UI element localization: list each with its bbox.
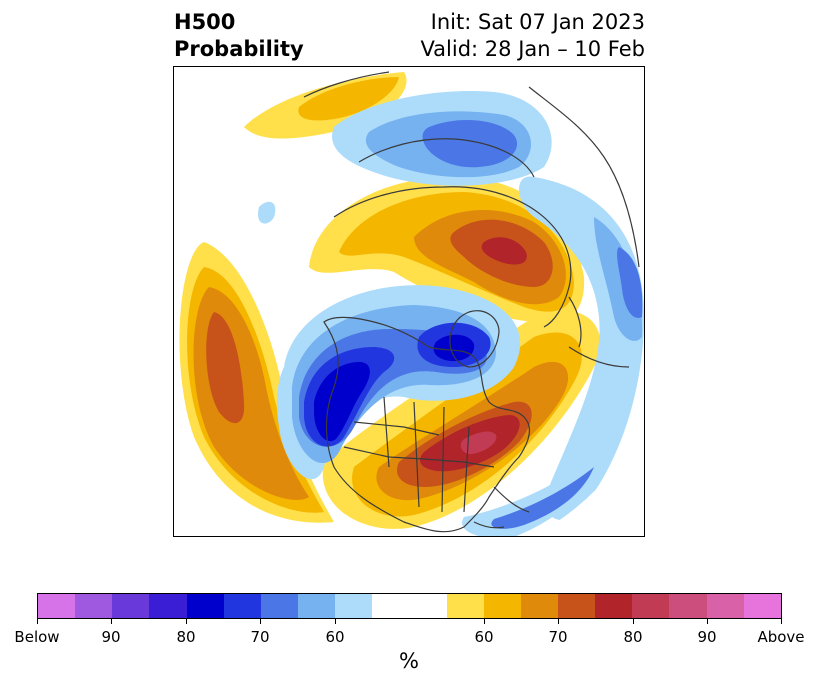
- colorbar-cell: [149, 594, 187, 618]
- tick-label-below: Below: [14, 628, 60, 646]
- colorbar-cell: [669, 594, 707, 618]
- tick-mark: [335, 619, 336, 624]
- coastlines-layer: [303, 71, 640, 533]
- valid-period: Valid: 28 Jan – 10 Feb: [420, 37, 645, 61]
- init-date: Init: Sat 07 Jan 2023: [430, 10, 645, 34]
- colorbar-cell: [297, 594, 336, 618]
- title-right: Init: Sat 07 Jan 2023 Valid: 28 Jan – 10…: [420, 9, 645, 63]
- colorbar: [37, 593, 782, 619]
- title-left: H500 Probability: [174, 9, 304, 63]
- probability-map: [179, 71, 644, 536]
- map-panel: [173, 66, 645, 537]
- colorbar-cell: [112, 594, 150, 618]
- title-product: Probability: [174, 37, 304, 61]
- tick-mark: [781, 619, 782, 624]
- shade-below-alaska-80: [314, 362, 370, 442]
- tick-mark: [37, 619, 38, 624]
- colorbar-cell: [446, 594, 484, 618]
- tick-label-below-70: 70: [250, 628, 270, 646]
- tick-label-above-80: 80: [623, 628, 643, 646]
- colorbar-cell: [632, 594, 670, 618]
- tick-mark: [558, 619, 559, 624]
- colorbar-cell: [38, 594, 76, 618]
- shade-below-gulf-65: [491, 467, 594, 529]
- tick-mark: [186, 619, 187, 624]
- tick-label-below-60: 60: [325, 628, 345, 646]
- shade-below-arctic-80: [433, 334, 475, 362]
- shade-below-atlantic-70: [617, 247, 643, 318]
- tick-label-above-60: 60: [474, 628, 494, 646]
- colorbar-cell: [260, 594, 298, 618]
- shade-below-siberia-70: [422, 120, 518, 168]
- colorbar-cell: [335, 594, 373, 618]
- tick-label-below-80: 80: [176, 628, 196, 646]
- colorbar-cell: [223, 594, 261, 618]
- tick-mark: [111, 619, 112, 624]
- title-variable: H500: [174, 10, 236, 34]
- tick-label-above: Above: [757, 628, 805, 646]
- tick-mark: [484, 619, 485, 624]
- colorbar-cell: [520, 594, 558, 618]
- tick-mark: [260, 619, 261, 624]
- colorbar-cell: [743, 594, 781, 618]
- colorbar-cell: [557, 594, 596, 618]
- shade-below-gulf-60: [462, 447, 604, 536]
- shade-above-europe-80: [481, 237, 527, 265]
- shade-below-pacific-small: [257, 201, 276, 224]
- colorbar-cell: [706, 594, 744, 618]
- colorbar-unit-label: %: [399, 649, 419, 673]
- colorbar-cell: [186, 594, 224, 618]
- tick-mark: [707, 619, 708, 624]
- colorbar-cell: [372, 594, 447, 618]
- colorbar-cell: [483, 594, 521, 618]
- colorbar-cell: [595, 594, 633, 618]
- colorbar-cell: [75, 594, 113, 618]
- tick-label-below-90: 90: [101, 628, 121, 646]
- shade-above-eastus-85: [460, 431, 497, 455]
- tick-mark: [633, 619, 634, 624]
- shade-above-pacific-75: [206, 312, 245, 424]
- shade-above-arctic-65: [298, 77, 399, 121]
- tick-label-above-70: 70: [548, 628, 568, 646]
- tick-label-above-90: 90: [697, 628, 717, 646]
